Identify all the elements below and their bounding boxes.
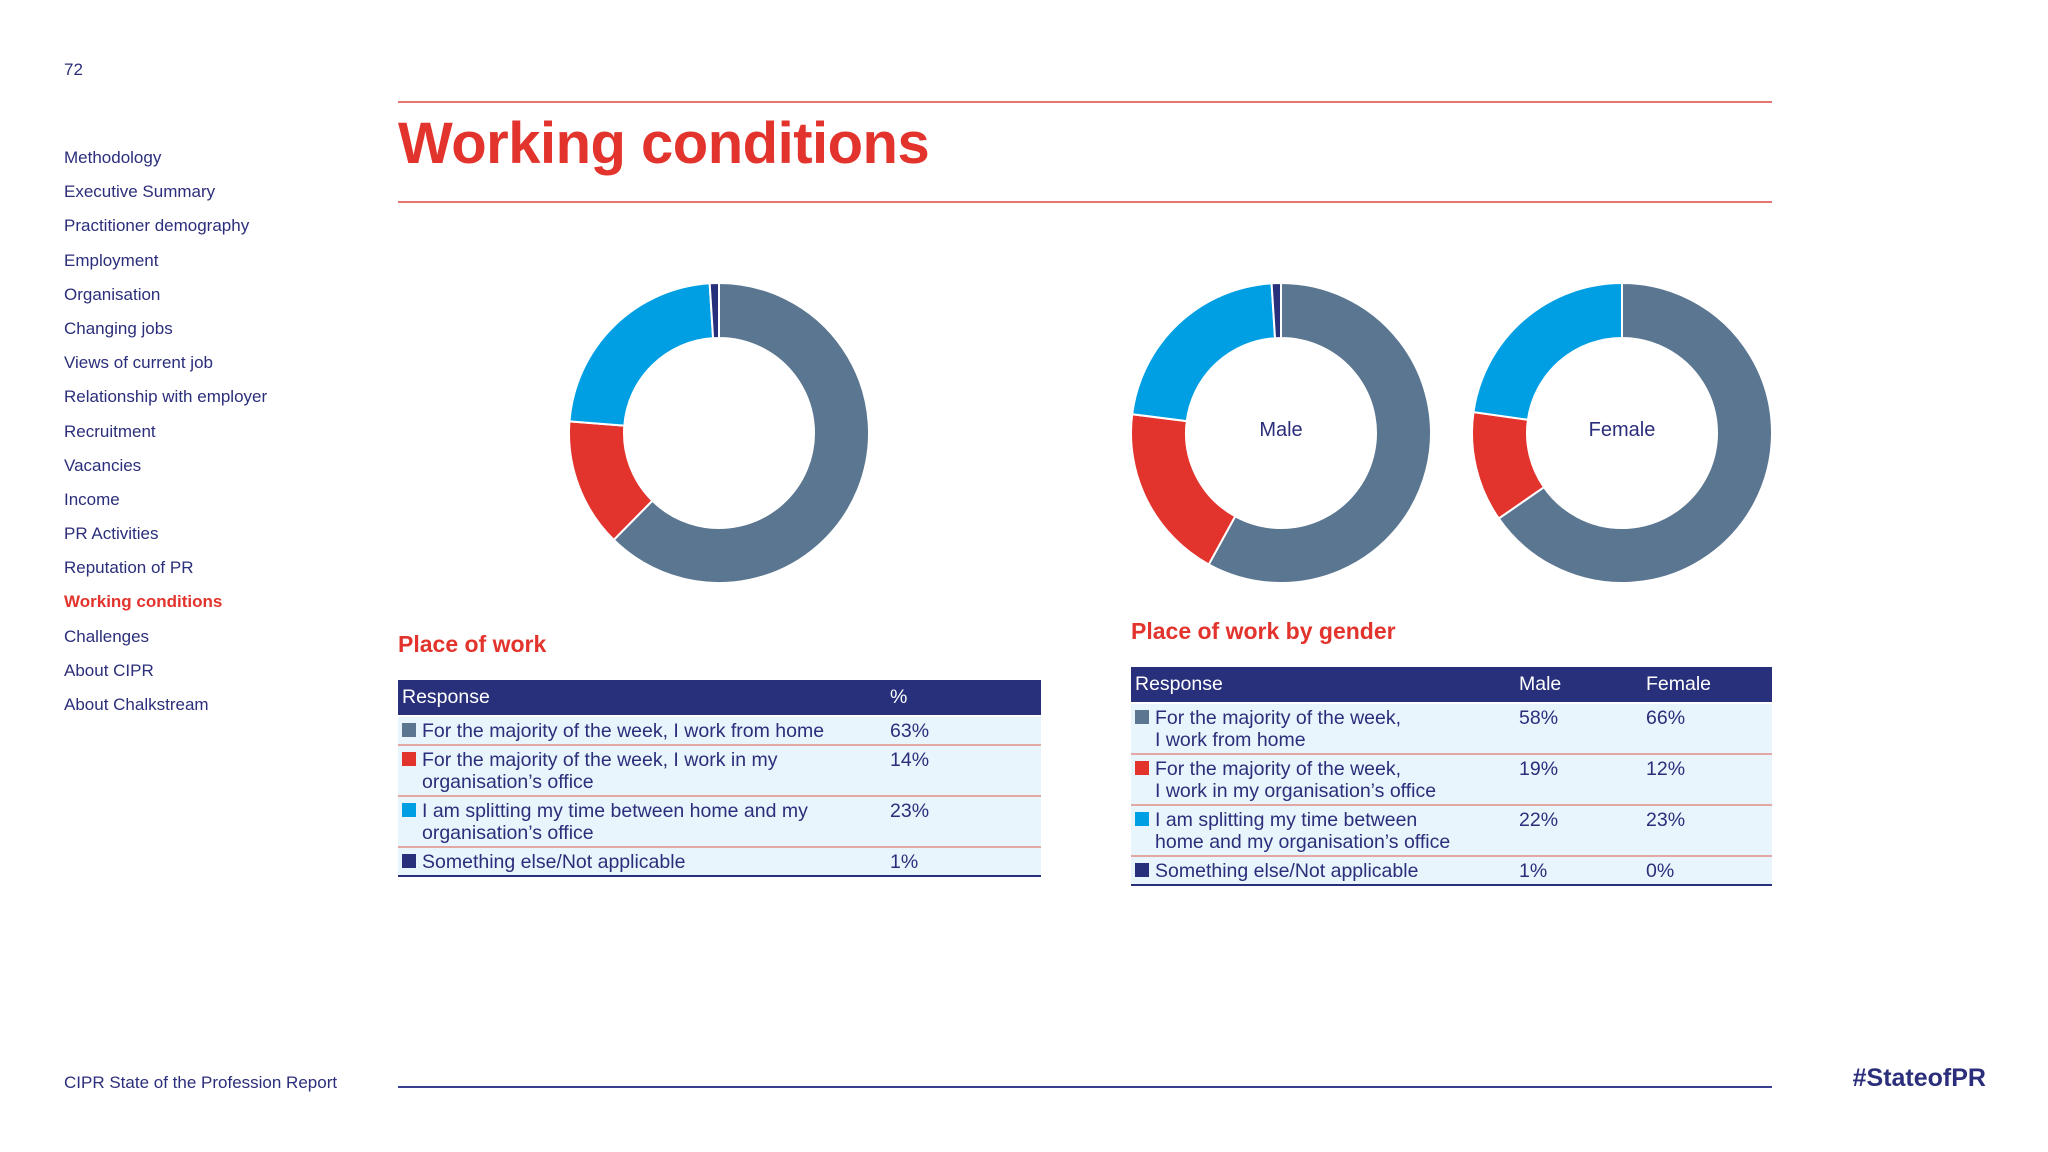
donut-label-male: Male (1259, 419, 1303, 441)
column-header: % (886, 680, 1041, 716)
donut-slice-0 (1497, 282, 1773, 584)
nav-item-reputation-of-pr[interactable]: Reputation of PR (64, 558, 194, 578)
response-text-line: I am splitting my time between home and … (422, 800, 808, 822)
donut-slice-0 (1207, 282, 1432, 584)
response-cell: For the majority of the week, I work fro… (398, 715, 886, 745)
table-row: For the majority of the week, I work in … (398, 744, 1041, 796)
nav-item-about-cipr[interactable]: About CIPR (64, 660, 154, 680)
title-bottom-rule (398, 201, 1772, 203)
value-cell: 63% (886, 715, 1041, 745)
nav-item-vacancies[interactable]: Vacancies (64, 455, 142, 475)
value-cell: 23% (886, 795, 1041, 847)
nav-item-recruitment[interactable]: Recruitment (64, 421, 156, 441)
legend-swatch (402, 722, 416, 737)
nav-item-about-chalkstream[interactable]: About Chalkstream (64, 695, 209, 714)
response-cell: For the majority of the week, I work from… (1131, 702, 1515, 754)
place-of-work-table: Response% For the majority of the week, … (398, 680, 1041, 877)
nav-item-employment[interactable]: Employment (64, 250, 159, 270)
column-header: Female (1642, 667, 1772, 703)
response-text-line: home and my organisation’s office (1155, 831, 1451, 853)
donut-chart-place-of-work (568, 282, 870, 584)
response-text-line: organisation’s office (422, 771, 594, 793)
response-cell: For the majority of the week, I work in m… (1131, 753, 1515, 805)
response-text-line: For the majority of the week, I work fro… (422, 720, 825, 742)
place-of-work-by-gender-table: Response Male Female For the majority of t… (1131, 667, 1772, 886)
value-cell: 1% (886, 846, 1041, 877)
legend-swatch (402, 853, 416, 868)
response-cell: I am splitting my time between home and … (398, 795, 886, 847)
response-text-line: For the majority of the week, (1155, 707, 1402, 729)
page-number: 72 (64, 60, 83, 79)
donut-label-female: Female (1588, 419, 1656, 441)
place-of-work-heading: Place of work (398, 631, 547, 657)
nav-item-views-of-current-job[interactable]: Views of current job (64, 353, 213, 373)
column-header: Male (1515, 667, 1642, 703)
legend-swatch (1135, 760, 1149, 775)
table-row: For the majority of the week, I work fro… (398, 715, 1041, 745)
legend-swatch (402, 802, 416, 817)
nav-item-changing-jobs[interactable]: Changing jobs (64, 318, 173, 338)
value-cell: 1% (1515, 855, 1642, 886)
donut-slice-0 (612, 282, 870, 584)
donut-slice-2 (1131, 282, 1277, 423)
value-cell: 66% (1642, 702, 1772, 754)
legend-swatch (1135, 862, 1149, 877)
table-row: Something else/Not applicable 1% 0% (1131, 855, 1772, 886)
donut-chart-male: Male (1130, 282, 1432, 584)
nav-item-income[interactable]: Income (64, 489, 120, 509)
column-header: Response (398, 680, 886, 716)
response-text-line: organisation’s office (422, 822, 594, 844)
nav-item-executive-summary[interactable]: Executive Summary (64, 182, 216, 202)
title-top-rule (398, 101, 1772, 103)
footer-rule (398, 1086, 1772, 1088)
donut-slice-3 (708, 282, 720, 340)
donut-slice-2 (1472, 282, 1623, 421)
response-text-line: For the majority of the week, I work in … (422, 749, 778, 771)
value-cell: 22% (1515, 804, 1642, 856)
response-cell: For the majority of the week, I work in … (398, 744, 886, 796)
response-text-line: I work in my organisation’s office (1155, 780, 1437, 802)
nav-item-relationship-with-employer[interactable]: Relationship with employer (64, 387, 268, 407)
nav-item-working-conditions[interactable]: Working conditions (64, 592, 223, 612)
value-cell: 14% (886, 744, 1041, 796)
response-text-line: Something else/Not applicable (1155, 860, 1419, 882)
nav-item-pr-activities[interactable]: PR Activities (64, 524, 159, 544)
table-row: I am splitting my time between home and … (398, 795, 1041, 847)
response-text-line: For the majority of the week, (1155, 758, 1402, 780)
legend-swatch (1135, 811, 1149, 826)
nav-item-practitioner-demography[interactable]: Practitioner demography (64, 216, 250, 236)
table-row: For the majority of the week, I work in m… (1131, 753, 1772, 805)
place-of-work-by-gender-heading: Place of work by gender (1131, 618, 1396, 644)
response-cell: I am splitting my time between home and m… (1131, 804, 1515, 856)
response-text-line: Something else/Not applicable (422, 851, 686, 873)
legend-swatch (402, 751, 416, 766)
table-row: I am splitting my time between home and m… (1131, 804, 1772, 856)
table-row: Something else/Not applicable 1% (398, 846, 1041, 877)
response-cell: Something else/Not applicable (1131, 855, 1515, 886)
response-text-line: I am splitting my time between (1155, 809, 1418, 831)
value-cell: 58% (1515, 702, 1642, 754)
donut-chart-female: Female (1471, 282, 1773, 584)
donut-slice-2 (568, 282, 715, 427)
section-nav: Methodology Executive Summary Practitioner… (64, 146, 267, 727)
value-cell: 19% (1515, 753, 1642, 805)
table-row: For the majority of the week, I work from… (1131, 702, 1772, 754)
nav-item-challenges[interactable]: Challenges (64, 626, 150, 646)
donut-slice-3 (1270, 282, 1282, 340)
footer-report-name: CIPR State of the Profession Report (64, 1073, 338, 1092)
column-header: Response (1131, 667, 1515, 703)
value-cell: 23% (1642, 804, 1772, 856)
page-title: Working conditions (398, 111, 930, 176)
nav-item-methodology[interactable]: Methodology (64, 148, 162, 167)
response-cell: Something else/Not applicable (398, 846, 886, 877)
value-cell: 0% (1642, 855, 1772, 886)
legend-swatch (1135, 709, 1149, 724)
response-text-line: I work from home (1155, 729, 1306, 751)
value-cell: 12% (1642, 753, 1772, 805)
footer-hashtag: #StateofPR (1852, 1064, 1986, 1092)
nav-item-organisation[interactable]: Organisation (64, 284, 161, 304)
